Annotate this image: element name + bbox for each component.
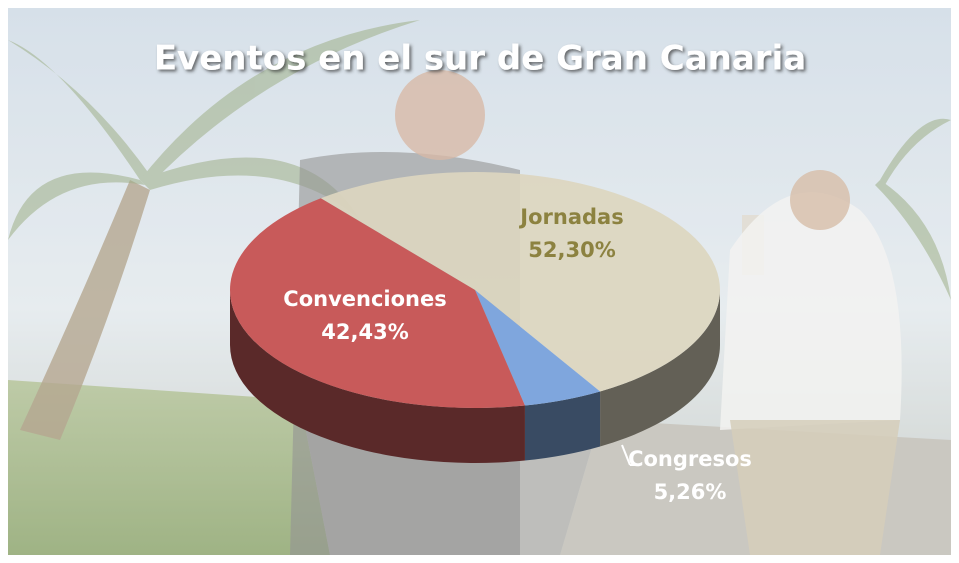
leader-line — [621, 444, 631, 466]
slice-label: Congresos — [628, 447, 752, 471]
slice — [230, 198, 525, 408]
slice-label: Convenciones — [283, 287, 446, 311]
slice-side — [230, 290, 525, 463]
slice — [320, 171, 720, 392]
slice — [475, 290, 601, 406]
slice-value-label: 52,30% — [528, 238, 615, 262]
slice-label: Jornadas — [518, 205, 623, 229]
slice-value-label: 5,26% — [654, 480, 727, 504]
chart-title: Eventos en el sur de Gran Canaria — [154, 39, 806, 79]
slice-value-label: 42,43% — [321, 320, 408, 344]
slice-side — [524, 391, 601, 461]
pie: Jornadas 52,30% Congresos 5,26% Convenciones… — [230, 171, 752, 504]
slice-side — [600, 290, 720, 447]
